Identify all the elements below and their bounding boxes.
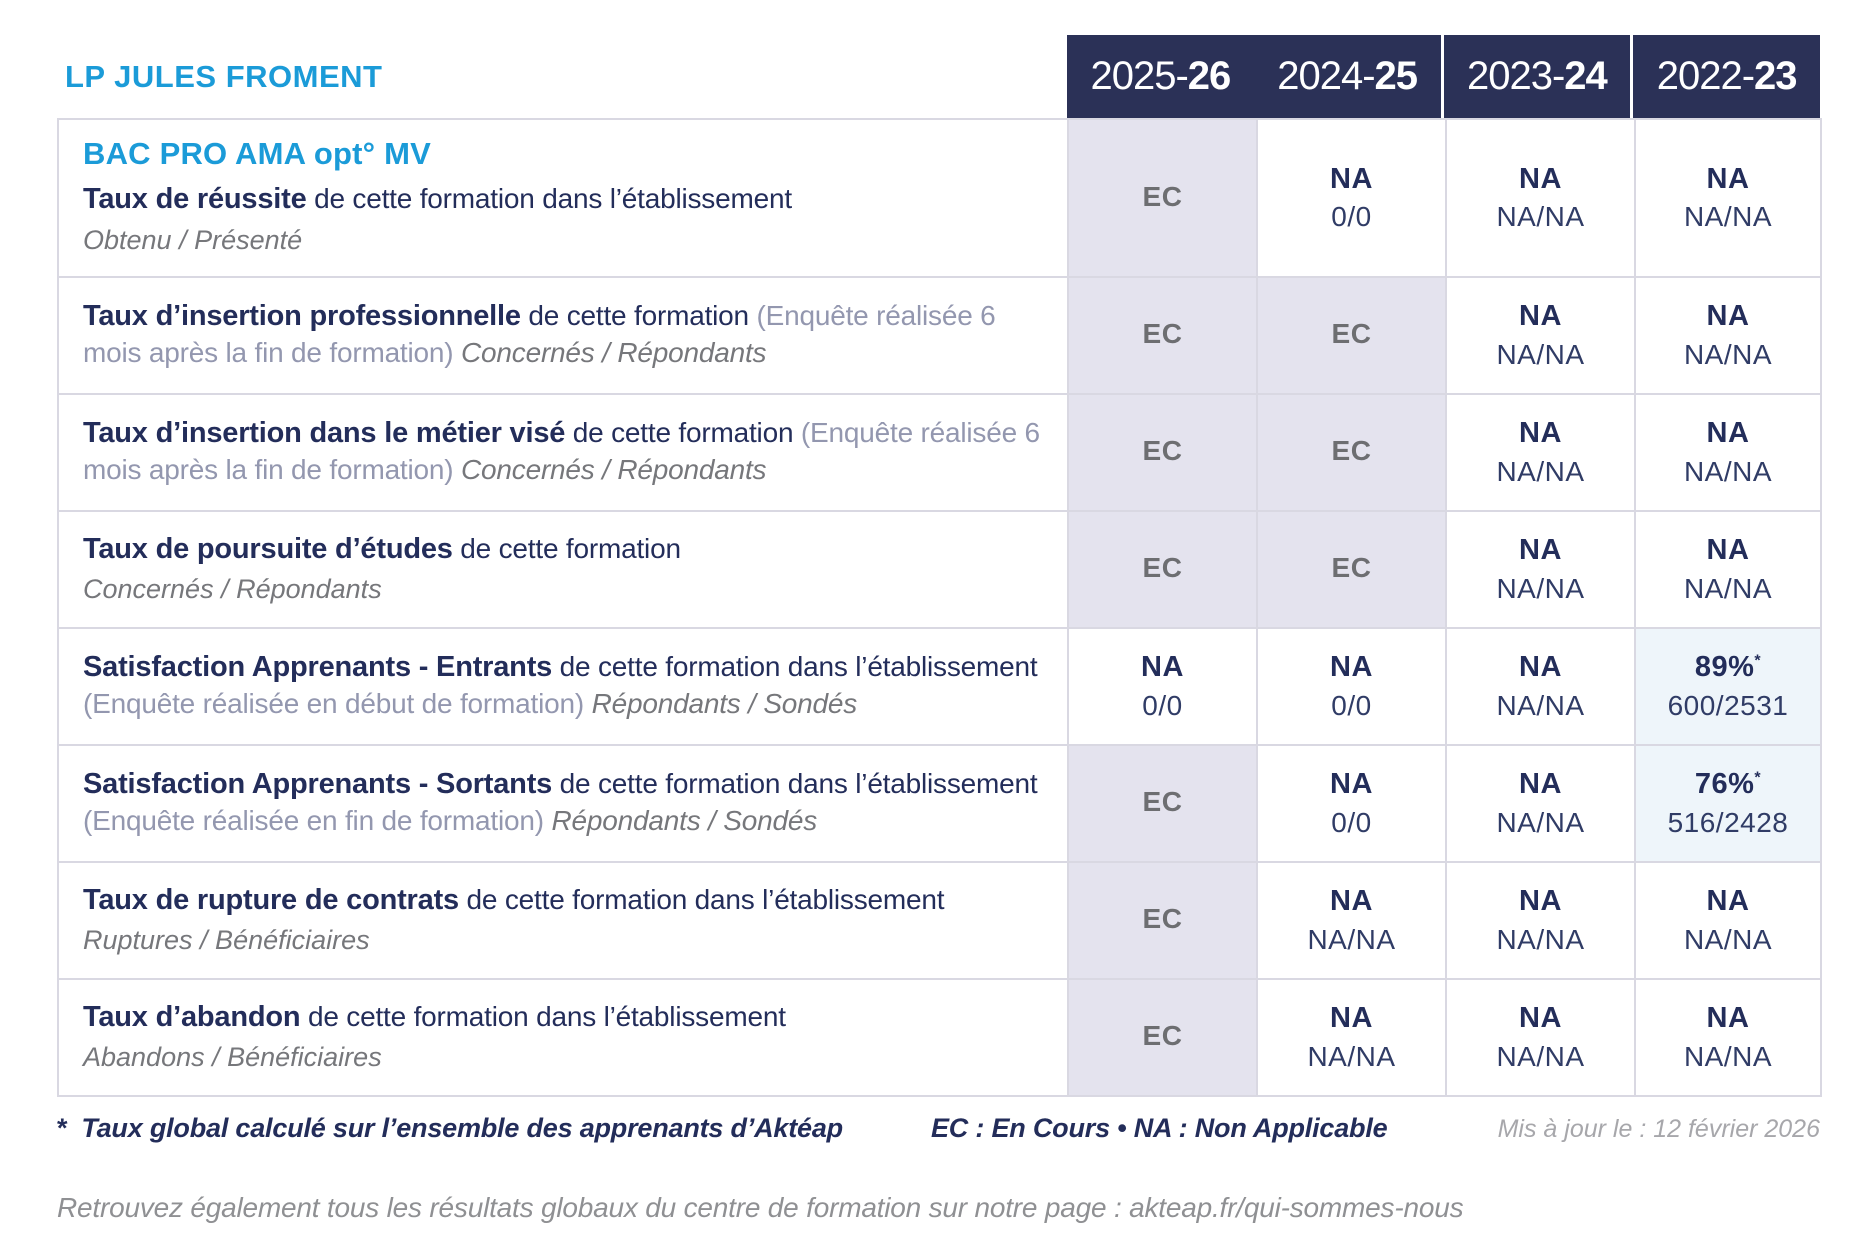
row-label-satisfaction-entrants: Satisfaction Apprenants - Entrants de ce… — [57, 627, 1069, 746]
table-row: Satisfaction Apprenants - Sortants de ce… — [57, 744, 1822, 863]
global-results-link-text: Retrouvez également tous les résultats g… — [57, 1192, 1464, 1223]
value-cell: NA NA/NA — [1634, 393, 1822, 512]
value-cell: EC — [1256, 510, 1447, 629]
value-cell: NA NA/NA — [1256, 861, 1447, 980]
year-header-group: 2025-26 2024-25 — [1067, 35, 1441, 118]
indicator-title: Taux d’insertion professionnelle — [83, 299, 521, 332]
value-cell: NA NA/NA — [1445, 744, 1636, 863]
value-cell: NA NA/NA — [1445, 118, 1636, 278]
value-cell: EC — [1256, 393, 1447, 512]
row-label-insertion-professionnelle: Taux d’insertion professionnelle de cett… — [57, 276, 1069, 395]
indicator-title: Satisfaction Apprenants - Entrants — [83, 650, 553, 683]
value-cell: NA NA/NA — [1256, 978, 1447, 1097]
value-cell: EC — [1067, 510, 1258, 629]
value-cell: EC — [1067, 744, 1258, 863]
year-header-2025-26: 2025-26 — [1090, 54, 1231, 98]
abbreviation-legend: EC : En Cours • NA : Non Applicable — [930, 1113, 1388, 1143]
year-header-2022-23: 2022-23 — [1633, 35, 1820, 118]
value-cell: NA NA/NA — [1634, 978, 1822, 1097]
indicator-title: Taux d’abandon — [83, 1000, 301, 1033]
ratio-label: Obtenu / Présenté — [83, 224, 303, 255]
value-cell: NA NA/NA — [1634, 510, 1822, 629]
value-cell: NA NA/NA — [1445, 978, 1636, 1097]
value-cell: EC — [1067, 118, 1258, 278]
ratio-label: Ruptures / Bénéficiaires — [83, 925, 370, 956]
value-cell: 89%* 600/2531 — [1634, 627, 1822, 746]
value-cell: EC — [1067, 861, 1258, 980]
year-columns-header: 2025-26 2024-25 2023-24 2022-23 — [1067, 35, 1820, 118]
ratio-label: Concernés / Répondants — [83, 574, 382, 605]
indicator-title: Satisfaction Apprenants - Sortants — [83, 767, 553, 800]
indicator-title: Taux de réussite — [83, 183, 307, 216]
ratio-label: Concernés / Répondants — [461, 337, 767, 369]
year-header-2024-25: 2024-25 — [1277, 54, 1418, 98]
program-title: BAC PRO AMA opt° MV — [83, 136, 431, 172]
ratio-label: Concernés / Répondants — [461, 454, 767, 486]
table-row: Satisfaction Apprenants - Entrants de ce… — [57, 627, 1822, 746]
value-cell: NA NA/NA — [1445, 627, 1636, 746]
year-header-2023-24: 2023-24 — [1443, 35, 1631, 118]
asterisk: * — [57, 1113, 68, 1143]
indicator-title: Taux d’insertion dans le métier visé — [83, 416, 566, 449]
table-row: Taux d’insertion professionnelle de cett… — [57, 276, 1822, 395]
footnote-row: * Taux global calculé sur l’ensemble des … — [57, 1113, 1820, 1144]
table-row: BAC PRO AMA opt° MV Taux de réussite de … — [57, 118, 1822, 278]
ratio-label: Répondants / Sondés — [591, 688, 858, 720]
value-cell: NA NA/NA — [1634, 276, 1822, 395]
value-cell: NA 0/0 — [1256, 627, 1447, 746]
value-cell: NA 0/0 — [1067, 627, 1258, 746]
value-cell: EC — [1067, 276, 1258, 395]
footnote: * Taux global calculé sur l’ensemble des … — [57, 1113, 843, 1143]
value-cell: 76%* 516/2428 — [1634, 744, 1822, 863]
value-cell: EC — [1067, 978, 1258, 1097]
value-cell: NA NA/NA — [1445, 861, 1636, 980]
last-updated: Mis à jour le : 12 février 2026 — [1497, 1115, 1820, 1143]
value-cell: NA 0/0 — [1256, 118, 1447, 278]
school-cell: LP JULES FROMENT — [57, 35, 1067, 118]
table-row: Taux de poursuite d’études de cette form… — [57, 510, 1822, 629]
row-label-taux-reussite: BAC PRO AMA opt° MV Taux de réussite de … — [57, 118, 1069, 278]
indicator-title: Taux de poursuite d’études — [83, 532, 453, 565]
row-label-poursuite-etudes: Taux de poursuite d’études de cette form… — [57, 510, 1069, 629]
value-cell: NA NA/NA — [1634, 118, 1822, 278]
row-label-insertion-metier: Taux d’insertion dans le métier visé de … — [57, 393, 1069, 512]
value-cell: NA NA/NA — [1445, 393, 1636, 512]
ratio-label: Abandons / Bénéficiaires — [83, 1042, 382, 1073]
value-cell: NA NA/NA — [1634, 861, 1822, 980]
table-row: Taux de rupture de contrats de cette for… — [57, 861, 1822, 980]
row-label-abandon: Taux d’abandon de cette formation dans l… — [57, 978, 1069, 1097]
row-label-satisfaction-sortants: Satisfaction Apprenants - Sortants de ce… — [57, 744, 1069, 863]
row-label-rupture-contrats: Taux de rupture de contrats de cette for… — [57, 861, 1069, 980]
value-cell: EC — [1067, 393, 1258, 512]
table-row: Taux d’insertion dans le métier visé de … — [57, 393, 1822, 512]
indicators-table: BAC PRO AMA opt° MV Taux de réussite de … — [57, 118, 1822, 1097]
table-row: Taux d’abandon de cette formation dans l… — [57, 978, 1822, 1097]
value-cell: NA NA/NA — [1445, 276, 1636, 395]
ratio-label: Répondants / Sondés — [551, 805, 817, 837]
indicator-title: Taux de rupture de contrats — [83, 883, 459, 916]
school-name: LP JULES FROMENT — [65, 58, 383, 94]
table-header-row: LP JULES FROMENT 2025-26 2024-25 2023-24… — [57, 35, 1820, 118]
value-cell: NA NA/NA — [1445, 510, 1636, 629]
value-cell: NA 0/0 — [1256, 744, 1447, 863]
value-cell: EC — [1256, 276, 1447, 395]
